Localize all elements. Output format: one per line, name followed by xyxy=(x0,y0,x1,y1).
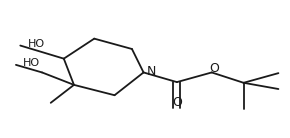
Text: HO: HO xyxy=(28,39,45,49)
Text: N: N xyxy=(147,65,156,78)
Text: O: O xyxy=(209,63,219,75)
Text: HO: HO xyxy=(23,59,41,68)
Text: O: O xyxy=(173,96,182,109)
